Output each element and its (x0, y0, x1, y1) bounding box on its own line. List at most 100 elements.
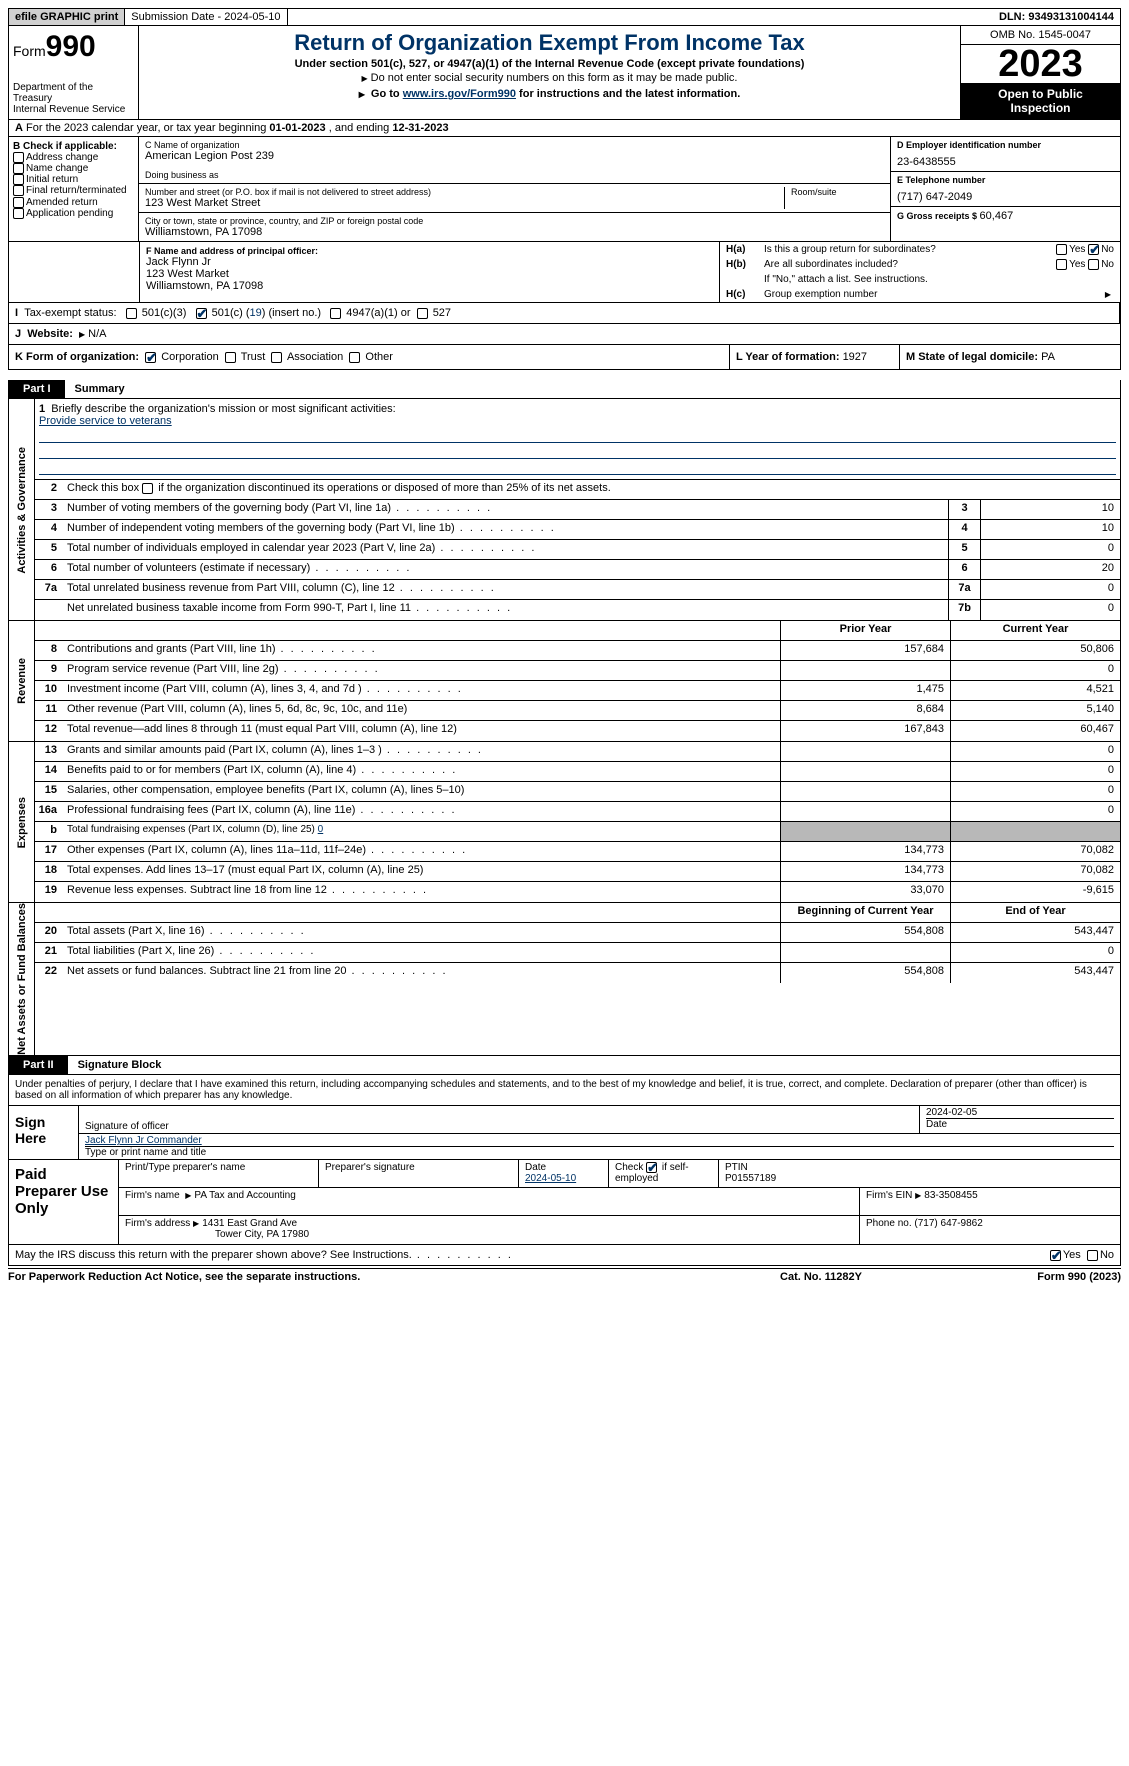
checkbox-trust[interactable] (225, 352, 236, 363)
checkbox-other[interactable] (349, 352, 360, 363)
sign-here-block: Sign Here Signature of officer 2024-02-0… (8, 1106, 1121, 1160)
checkbox-discontinued[interactable] (142, 483, 153, 494)
line4-value: 10 (980, 520, 1120, 539)
org-name-label: C Name of organization (145, 140, 884, 150)
website-value: N/A (88, 328, 106, 340)
line19-prior: 33,070 (780, 882, 950, 902)
line16b-value: 0 (318, 824, 324, 835)
discuss-row: May the IRS discuss this return with the… (8, 1245, 1121, 1266)
line6-value: 20 (980, 560, 1120, 579)
line15-prior (780, 782, 950, 801)
room-label: Room/suite (791, 187, 884, 197)
form-word: Form (13, 43, 46, 59)
website-row: J Website: N/A (8, 324, 1121, 345)
ptin-value: P01557189 (725, 1173, 1114, 1184)
line15-curr: 0 (950, 782, 1120, 801)
checkbox-amended-return[interactable] (13, 197, 24, 208)
checkbox-self-employed[interactable] (646, 1162, 657, 1173)
line22-end: 543,447 (950, 963, 1120, 983)
part1-header: Part I Summary (8, 380, 1121, 399)
checkbox-name-change[interactable] (13, 163, 24, 174)
line21-end: 0 (950, 943, 1120, 962)
line12-curr: 60,467 (950, 721, 1120, 741)
line10-curr: 4,521 (950, 681, 1120, 700)
line9-prior (780, 661, 950, 680)
form-title: Return of Organization Exempt From Incom… (143, 30, 956, 56)
form990-link[interactable]: www.irs.gov/Form990 (403, 88, 516, 100)
activities-governance-section: Activities & Governance 1 Briefly descri… (8, 399, 1121, 621)
line7b-value: 0 (980, 600, 1120, 620)
prep-date: 2024-05-10 (525, 1173, 602, 1184)
hc-label: H(c) (726, 289, 764, 300)
checkbox-association[interactable] (271, 352, 282, 363)
firm-name: PA Tax and Accounting (194, 1190, 295, 1201)
ha-question: Is this a group return for subordinates? (764, 244, 1004, 255)
line11-prior: 8,684 (780, 701, 950, 720)
checkbox-501c3[interactable] (126, 308, 137, 319)
paid-preparer-block: Paid Preparer Use Only Print/Type prepar… (8, 1160, 1121, 1245)
line20-end: 543,447 (950, 923, 1120, 942)
line3-value: 10 (980, 500, 1120, 519)
officer-addr2: Williamstown, PA 17098 (146, 280, 713, 292)
line8-prior: 157,684 (780, 641, 950, 660)
submission-date: Submission Date - 2024-05-10 (125, 9, 287, 25)
checkbox-corporation[interactable] (145, 352, 156, 363)
goto-line: Go to www.irs.gov/Form990 for instructio… (143, 88, 956, 100)
officer-signature-name: Jack Flynn Jr Commander (85, 1135, 1114, 1147)
checkbox-discuss-yes[interactable] (1050, 1250, 1061, 1261)
line8-curr: 50,806 (950, 641, 1120, 660)
checkbox-501c[interactable] (196, 308, 207, 319)
firm-addr2: Tower City, PA 17980 (215, 1229, 309, 1240)
line9-curr: 0 (950, 661, 1120, 680)
ha-label: H(a) (726, 244, 764, 255)
hb-question: Are all subordinates included? (764, 259, 1004, 270)
tax-exempt-row: I Tax-exempt status: 501(c)(3) 501(c) (1… (8, 303, 1121, 324)
checkbox-hb-no[interactable] (1088, 259, 1099, 270)
net-assets-section: Net Assets or Fund Balances Beginning of… (8, 903, 1121, 1056)
klm-row: K Form of organization: Corporation Trus… (8, 345, 1121, 370)
dba-label: Doing business as (145, 170, 884, 180)
form-number: 990 (46, 30, 96, 63)
firm-phone: (717) 647-9862 (914, 1218, 982, 1229)
officer-name: Jack Flynn Jr (146, 256, 713, 268)
officer-addr1: 123 West Market (146, 268, 713, 280)
checkbox-final-return[interactable] (13, 185, 24, 196)
ein-label: D Employer identification number (897, 140, 1114, 150)
checkbox-address-change[interactable] (13, 152, 24, 163)
f-h-block: F Name and address of principal officer:… (8, 242, 1121, 303)
tax-year: 2023 (961, 45, 1120, 83)
checkbox-discuss-no[interactable] (1087, 1250, 1098, 1261)
line7a-value: 0 (980, 580, 1120, 599)
checkbox-application-pending[interactable] (13, 208, 24, 219)
line10-prior: 1,475 (780, 681, 950, 700)
officer-label: F Name and address of principal officer: (146, 246, 713, 256)
checkbox-4947[interactable] (330, 308, 341, 319)
section-b-checkboxes: B Check if applicable: Address change Na… (9, 137, 139, 241)
perjury-declaration: Under penalties of perjury, I declare th… (8, 1075, 1121, 1106)
line21-begin (780, 943, 950, 962)
city-label: City or town, state or province, country… (145, 216, 884, 226)
gross-receipts-value: 60,467 (980, 210, 1014, 222)
street-label: Number and street (or P.O. box if mail i… (145, 187, 784, 197)
hc-question: Group exemption number (764, 289, 1004, 300)
line20-begin: 554,808 (780, 923, 950, 942)
org-name: American Legion Post 239 (145, 150, 884, 162)
dept-treasury: Department of the Treasury (13, 82, 134, 104)
efile-print-button[interactable]: efile GRAPHIC print (9, 9, 125, 25)
checkbox-527[interactable] (417, 308, 428, 319)
mission-text: Provide service to veterans (39, 415, 1116, 427)
phone-value: (717) 647-2049 (897, 191, 1114, 203)
line16a-curr: 0 (950, 802, 1120, 821)
checkbox-ha-no[interactable] (1088, 244, 1099, 255)
sign-date: 2024-02-05 (926, 1107, 1114, 1119)
line5-value: 0 (980, 540, 1120, 559)
form-header: Form990 Department of the Treasury Inter… (8, 26, 1121, 120)
checkbox-hb-yes[interactable] (1056, 259, 1067, 270)
line12-prior: 167,843 (780, 721, 950, 741)
checkbox-ha-yes[interactable] (1056, 244, 1067, 255)
firm-ein: 83-3508455 (924, 1190, 977, 1201)
gross-receipts-label: G Gross receipts $ (897, 211, 980, 221)
part2-header: Part II Signature Block (8, 1056, 1121, 1075)
checkbox-initial-return[interactable] (13, 174, 24, 185)
line13-prior (780, 742, 950, 761)
